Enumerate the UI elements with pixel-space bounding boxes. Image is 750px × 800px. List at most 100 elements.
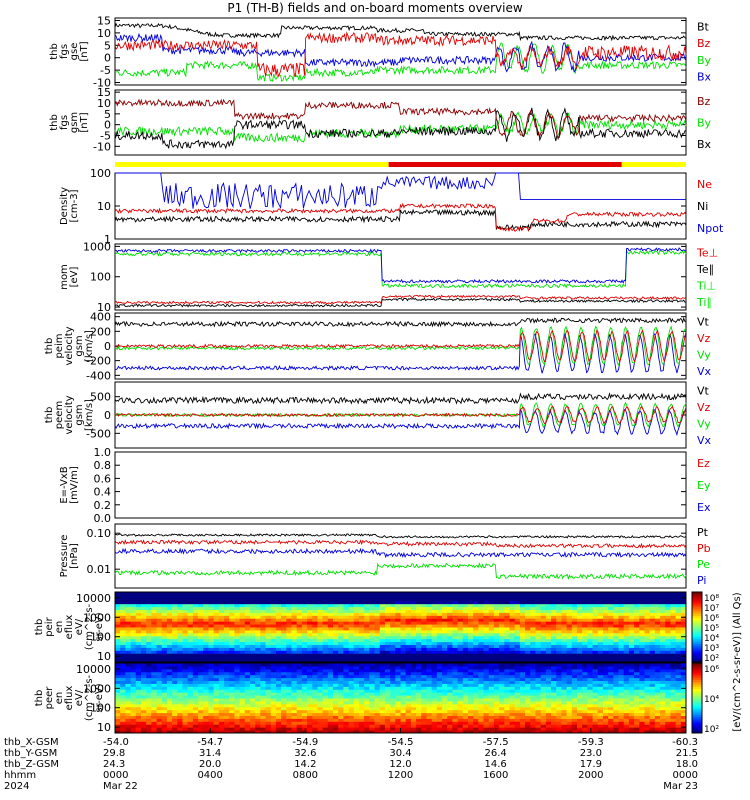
xtick-label-x: -60.3 — [672, 737, 698, 748]
colorbar-tick: 10⁸ — [704, 594, 719, 604]
colorbar-cell — [692, 714, 702, 718]
xtick-label-x: -54.0 — [103, 737, 129, 748]
colorbar-cell — [692, 719, 702, 722]
series-Bx — [114, 32, 687, 73]
ytick-label: 400 — [90, 311, 111, 324]
legend-Ey: Ey — [697, 479, 711, 492]
colorbar-cell — [692, 645, 702, 649]
ylabel-line: en — [54, 692, 65, 705]
ytick-label: 100 — [90, 167, 111, 180]
xaxis-row-label: thb_Y-GSM — [4, 748, 57, 759]
colorbar-cell — [692, 712, 702, 715]
ylabel-line: E=-VxB — [59, 466, 70, 503]
ytick-label: 10 — [97, 27, 111, 40]
colorbar-cell — [692, 674, 702, 678]
series-Te⊥ — [114, 294, 687, 305]
ytick-label: -10 — [93, 140, 111, 153]
colorbar-cell — [692, 650, 702, 654]
colorbar-cell — [692, 726, 702, 729]
legend-Vy: Vy — [697, 417, 711, 430]
legend-Pb: Pb — [697, 542, 711, 555]
colorbar-cell — [692, 641, 702, 644]
series-Bz — [114, 31, 687, 78]
series-Ni — [114, 208, 687, 232]
xtick-label-t: 0800 — [293, 770, 318, 781]
legend-Vt: Vt — [697, 384, 710, 397]
xtick-label-x: -57.5 — [483, 737, 509, 748]
colorbar-cell — [692, 716, 702, 720]
legend-Npot: Npot — [697, 222, 724, 235]
ytick-label: 1.0 — [94, 446, 112, 459]
colorbar-cell — [692, 705, 702, 708]
colorbar-cell — [692, 679, 702, 683]
ylabel-line: sr-eV) — [94, 683, 105, 712]
legend-Vt: Vt — [697, 315, 710, 328]
legend-Te∥: Te∥ — [696, 263, 714, 276]
colorbar-cell — [692, 615, 702, 619]
series-Bx — [114, 107, 687, 150]
legend-Pi: Pi — [697, 574, 706, 587]
colorbar-cell — [692, 728, 702, 732]
colorbar-frame — [691, 662, 703, 734]
colorbar-tick: 10² — [704, 725, 719, 735]
colorbar-cell — [692, 667, 702, 671]
series-By — [114, 111, 687, 144]
colorbar-cell — [692, 648, 702, 651]
ytick-label: 0 — [104, 52, 111, 65]
colorbar-cell — [692, 684, 702, 687]
ytick-label: 10 — [97, 650, 111, 663]
ytick-label: -400 — [86, 369, 111, 382]
panel-frame-peir — [114, 591, 687, 663]
ylabel-line: gse — [69, 43, 80, 61]
colorbar-label: [eV/(cm^2-s-sr-eV)] (All Qs) — [732, 592, 743, 731]
xtick-label-z: 14.2 — [294, 759, 316, 770]
legend-Bx: Bx — [697, 71, 712, 84]
xaxis-row-label: thb_X-GSM — [4, 737, 59, 748]
colorbar-cell — [692, 596, 702, 600]
ytick-label: 500 — [90, 391, 111, 404]
colorbar-tick: 10⁴ — [704, 695, 719, 705]
xaxis-row-label: thb_Z-GSM — [4, 759, 59, 770]
ytick-label: 10 — [97, 301, 111, 314]
xtick-label-d: Mar 23 — [663, 781, 698, 792]
legend-Pe: Pe — [697, 558, 710, 571]
ylabel-line: mom — [59, 264, 70, 290]
colorbar-cell — [692, 599, 702, 602]
ylabel-line: velocity — [64, 395, 75, 434]
legend-Bz: Bz — [697, 95, 711, 108]
xtick-label-z: 12.0 — [389, 759, 411, 770]
xtick-label-x: -54.5 — [388, 737, 414, 748]
xtick-label-t: 0000 — [673, 770, 698, 781]
ylabel-line: thb — [34, 619, 45, 636]
xtick-label-y: 29.8 — [103, 748, 125, 759]
series-Npot — [115, 172, 686, 210]
legend-By: By — [697, 54, 712, 67]
legend-Ti∥: Ti∥ — [696, 296, 712, 309]
colorbar-cell — [692, 610, 702, 614]
colorbar-cell — [692, 657, 702, 661]
colorbar-cell — [692, 693, 702, 697]
colorbar-cell — [692, 723, 702, 727]
ytick-label: 0 — [104, 340, 111, 353]
ytick-label: 100 — [90, 702, 111, 715]
ytick-label: 1000 — [83, 611, 111, 624]
colorbar-tick: 10⁴ — [704, 634, 719, 644]
colorbar-cell — [692, 617, 702, 621]
legend-Pt: Pt — [697, 526, 709, 539]
colorbar-frame — [691, 591, 703, 663]
ylabel-line: thb — [44, 407, 55, 424]
ylabel-line: sr-eV) — [94, 612, 105, 641]
ytick-label: 0.01 — [87, 563, 112, 576]
ylabel-line: velocity — [64, 326, 75, 365]
ytick-label: 15 — [97, 86, 111, 99]
legend-Vz: Vz — [697, 401, 711, 414]
colorbar-cell — [692, 686, 702, 690]
legend-Vz: Vz — [697, 332, 711, 345]
colorbar-cell — [692, 594, 702, 598]
colorbar-tick: 10² — [704, 654, 719, 664]
ylabel-line: thb — [34, 690, 45, 707]
ylabel-line: Density — [59, 187, 70, 225]
xtick-label-x: -59.3 — [578, 737, 604, 748]
series-Vz — [114, 405, 687, 425]
